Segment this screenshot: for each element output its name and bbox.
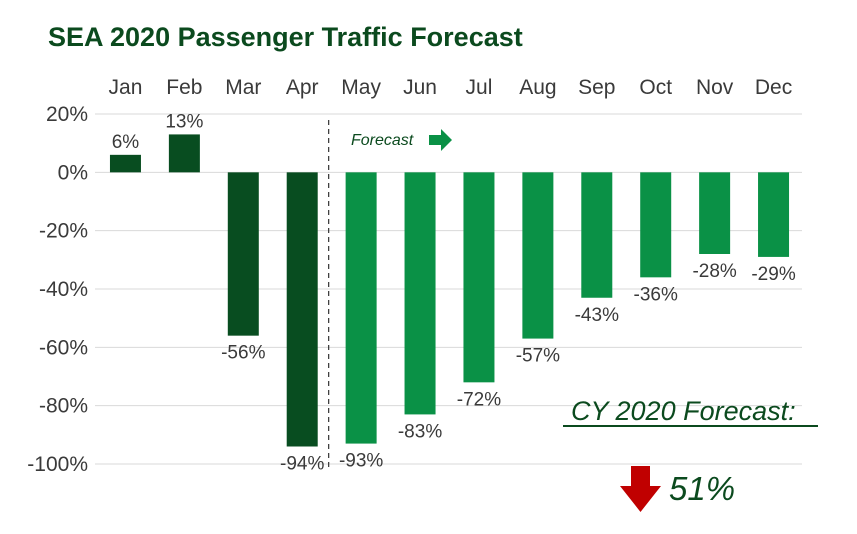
- bars: [109, 134, 790, 447]
- month-label: Apr: [286, 76, 319, 99]
- month-label: Jan: [109, 76, 143, 99]
- data-label: -36%: [634, 284, 678, 305]
- y-tick-label: -20%: [39, 220, 88, 243]
- data-label: 13%: [165, 111, 203, 132]
- forecast-arrow-icon: [429, 129, 452, 151]
- month-label: May: [341, 76, 381, 99]
- bar-mar: [227, 172, 259, 336]
- month-label: Mar: [225, 76, 261, 99]
- y-tick-label: 0%: [58, 161, 88, 184]
- month-label: Sep: [578, 76, 615, 99]
- data-label: -83%: [398, 421, 442, 442]
- forecast-annotation: Forecast: [351, 132, 414, 149]
- data-label: -28%: [692, 261, 736, 282]
- data-labels: 6% 13% -56% -94% -93% -83% -72% -57% -43% -36% -28…: [112, 111, 796, 474]
- bar-jun: [404, 172, 436, 415]
- month-label: Aug: [519, 76, 556, 99]
- month-label: Nov: [696, 76, 734, 99]
- data-label: -57%: [516, 346, 560, 367]
- y-tick-label: -80%: [39, 395, 88, 418]
- y-tick-label: -40%: [39, 278, 88, 301]
- month-label: Oct: [639, 76, 672, 99]
- month-label: Jun: [403, 76, 437, 99]
- gridlines: [95, 113, 802, 465]
- data-label: -72%: [457, 389, 501, 410]
- bar-sep: [581, 172, 613, 298]
- data-label: -93%: [339, 451, 383, 472]
- data-label: -29%: [751, 264, 795, 285]
- data-label: -56%: [221, 343, 265, 364]
- y-tick-label: -60%: [39, 336, 88, 359]
- cy-forecast-label: CY 2020 Forecast:: [571, 396, 796, 426]
- y-axis-ticks: 20% 0% -20% -40% -60% -80% -100%: [27, 103, 88, 476]
- bar-jan: [109, 154, 141, 173]
- bar-feb: [168, 134, 200, 173]
- bar-oct: [640, 172, 672, 278]
- bar-may: [345, 172, 377, 444]
- month-label: Feb: [166, 76, 202, 99]
- chart-title: SEA 2020 Passenger Traffic Forecast: [48, 22, 523, 52]
- month-labels: Jan Feb Mar Apr May Jun Jul Aug Sep Oct Nov Dec: [109, 76, 793, 99]
- cy-forecast-value: 51%: [669, 470, 735, 507]
- y-tick-label: -100%: [27, 453, 88, 476]
- data-label: -94%: [280, 454, 324, 475]
- bar-jul: [463, 172, 495, 383]
- down-arrow-icon: [620, 466, 661, 512]
- month-label: Jul: [466, 76, 493, 99]
- month-label: Dec: [755, 76, 792, 99]
- y-tick-label: 20%: [46, 103, 88, 126]
- bar-dec: [758, 172, 790, 257]
- bar-nov: [699, 172, 731, 254]
- bar-apr: [286, 172, 318, 447]
- data-label: 6%: [112, 132, 140, 153]
- data-label: -43%: [575, 305, 619, 326]
- bar-aug: [522, 172, 554, 339]
